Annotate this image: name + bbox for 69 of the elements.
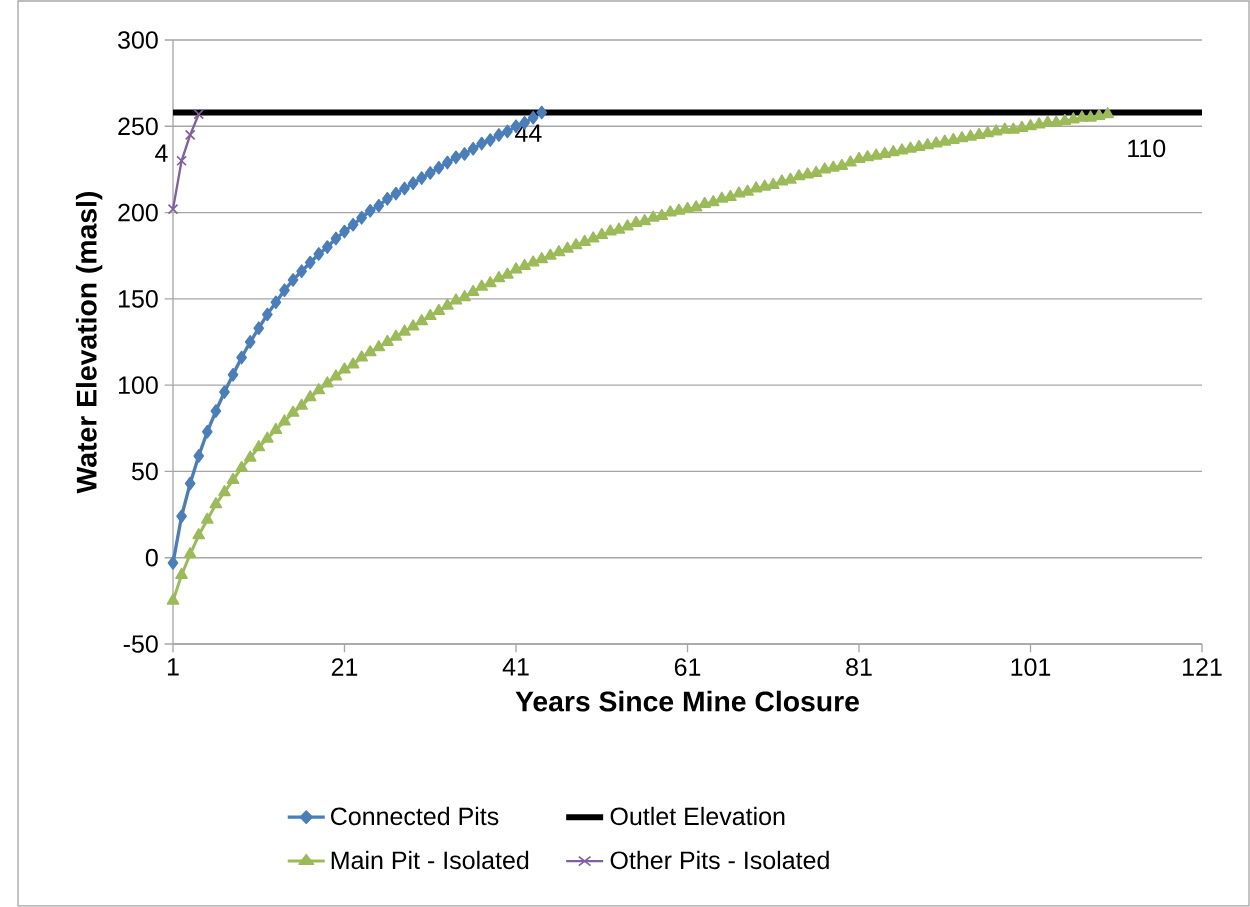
point	[416, 171, 428, 185]
point	[193, 449, 205, 463]
legend-label: Outlet Elevation	[610, 806, 785, 826]
y-tick-label: -50	[123, 635, 158, 653]
x-tick-label: 61	[674, 658, 701, 676]
x-tick-label: 101	[1011, 658, 1051, 676]
point	[313, 247, 325, 261]
point	[201, 424, 213, 439]
point	[442, 155, 453, 170]
y-tick-label: 0	[145, 548, 158, 567]
point	[502, 124, 513, 139]
point	[184, 476, 196, 491]
y-tick-label: 300	[118, 31, 158, 49]
point	[287, 273, 299, 287]
point	[330, 231, 342, 246]
point	[407, 176, 419, 191]
point	[399, 181, 410, 196]
point	[339, 224, 350, 239]
x-tick-label: 1	[167, 658, 179, 676]
point	[382, 191, 393, 206]
legend-label: Other Pits - Isolated	[610, 850, 829, 870]
point	[210, 404, 222, 418]
point	[322, 240, 333, 254]
point	[356, 210, 367, 225]
point	[236, 350, 247, 365]
point	[536, 105, 548, 120]
x-tick-label: 21	[331, 658, 358, 676]
x-axis-title: Years Since Mine Closure	[515, 690, 859, 712]
y-tick-label: 150	[118, 290, 158, 308]
point	[467, 141, 479, 156]
y-tick-label: 100	[118, 376, 158, 394]
y-tick-label: 50	[131, 462, 158, 481]
point	[296, 264, 307, 279]
x-tick-label: 41	[502, 658, 529, 676]
point	[424, 166, 436, 180]
legend-label: Main Pit - Isolated	[331, 850, 529, 870]
x-tick-label: 121	[1183, 658, 1222, 676]
point	[304, 255, 316, 270]
point	[270, 295, 282, 310]
legend-label: Connected Pits	[331, 806, 499, 826]
point	[167, 556, 179, 570]
point	[476, 136, 488, 151]
point	[347, 217, 359, 232]
y-tick-label: 200	[118, 203, 158, 222]
point	[253, 321, 265, 336]
y-tick-label: 250	[118, 117, 158, 136]
point	[279, 283, 290, 298]
point	[167, 203, 179, 215]
point	[364, 204, 376, 218]
point	[373, 198, 385, 213]
point	[390, 186, 402, 201]
point	[493, 128, 505, 142]
point	[219, 385, 230, 399]
point	[244, 335, 256, 349]
point	[176, 509, 187, 524]
point	[527, 110, 539, 125]
point	[459, 147, 470, 161]
x-tick-label: 81	[846, 658, 872, 676]
y-axis-title: Water Elevation (masl)	[75, 192, 103, 494]
point	[261, 307, 273, 322]
annotation: 110	[1128, 139, 1166, 158]
point	[484, 133, 496, 147]
point	[176, 155, 187, 167]
point	[184, 129, 196, 141]
point	[450, 150, 462, 165]
annotation: 4	[155, 144, 168, 162]
point	[227, 367, 239, 382]
point	[193, 108, 205, 120]
point	[433, 160, 445, 175]
